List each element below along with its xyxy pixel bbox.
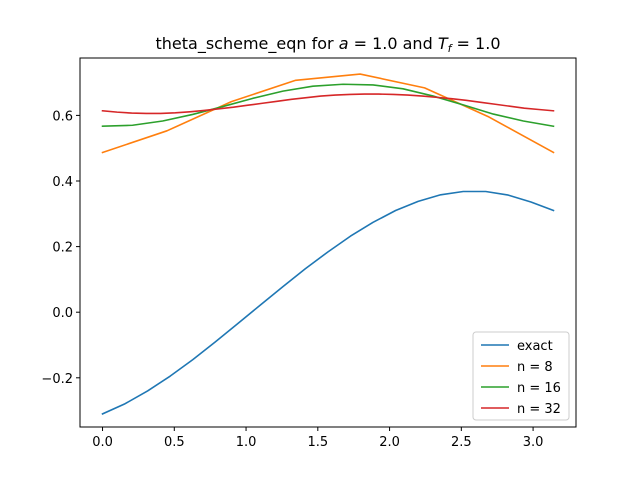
series-line-n-32 <box>101 93 555 115</box>
x-axis: 0.0 0.5 1.0 1.5 2.0 2.5 3.0 <box>92 427 543 450</box>
x-tick-label: 1.5 <box>307 435 328 450</box>
y-tick-label: 0.4 <box>52 175 73 190</box>
y-tick-label: 0.0 <box>52 306 73 321</box>
legend-label: n = 32 <box>517 402 561 417</box>
legend-label: n = 16 <box>517 381 561 396</box>
chart-title: theta_scheme_eqn for a = 1.0 and Tf = 1.… <box>156 34 501 55</box>
y-tick-label: −0.2 <box>41 372 73 387</box>
legend-label: exact <box>517 339 553 354</box>
x-tick-label: 3.0 <box>523 435 544 450</box>
legend: exact n = 8 n = 16 n = 32 <box>472 331 570 421</box>
title-part: f <box>448 42 454 55</box>
title-part: = 1.0 and <box>349 34 438 53</box>
x-tick-label: 2.5 <box>451 435 472 450</box>
legend-label: n = 8 <box>517 360 553 375</box>
series-line-exact <box>101 190 555 415</box>
x-tick-label: 0.0 <box>92 435 113 450</box>
series-line-n-8 <box>101 73 555 154</box>
y-tick-label: 0.6 <box>52 109 73 124</box>
title-text: theta_scheme_eqn for a = 1.0 and Tf = 1.… <box>156 34 501 55</box>
x-tick-label: 2.0 <box>379 435 400 450</box>
title-part: = 1.0 <box>451 34 500 53</box>
title-part: a <box>339 34 349 53</box>
title-part: T <box>438 34 449 53</box>
x-tick-label: 0.5 <box>164 435 185 450</box>
plot-lines <box>101 73 555 415</box>
x-tick-label: 1.0 <box>236 435 257 450</box>
legend-box <box>472 331 570 421</box>
plot-frame <box>79 57 577 428</box>
series-line-n-16 <box>101 83 555 128</box>
title-part: theta_scheme_eqn for <box>156 34 339 54</box>
y-tick-label: 0.2 <box>52 241 73 256</box>
y-axis: −0.2 0.0 0.2 0.4 0.6 <box>41 109 80 387</box>
